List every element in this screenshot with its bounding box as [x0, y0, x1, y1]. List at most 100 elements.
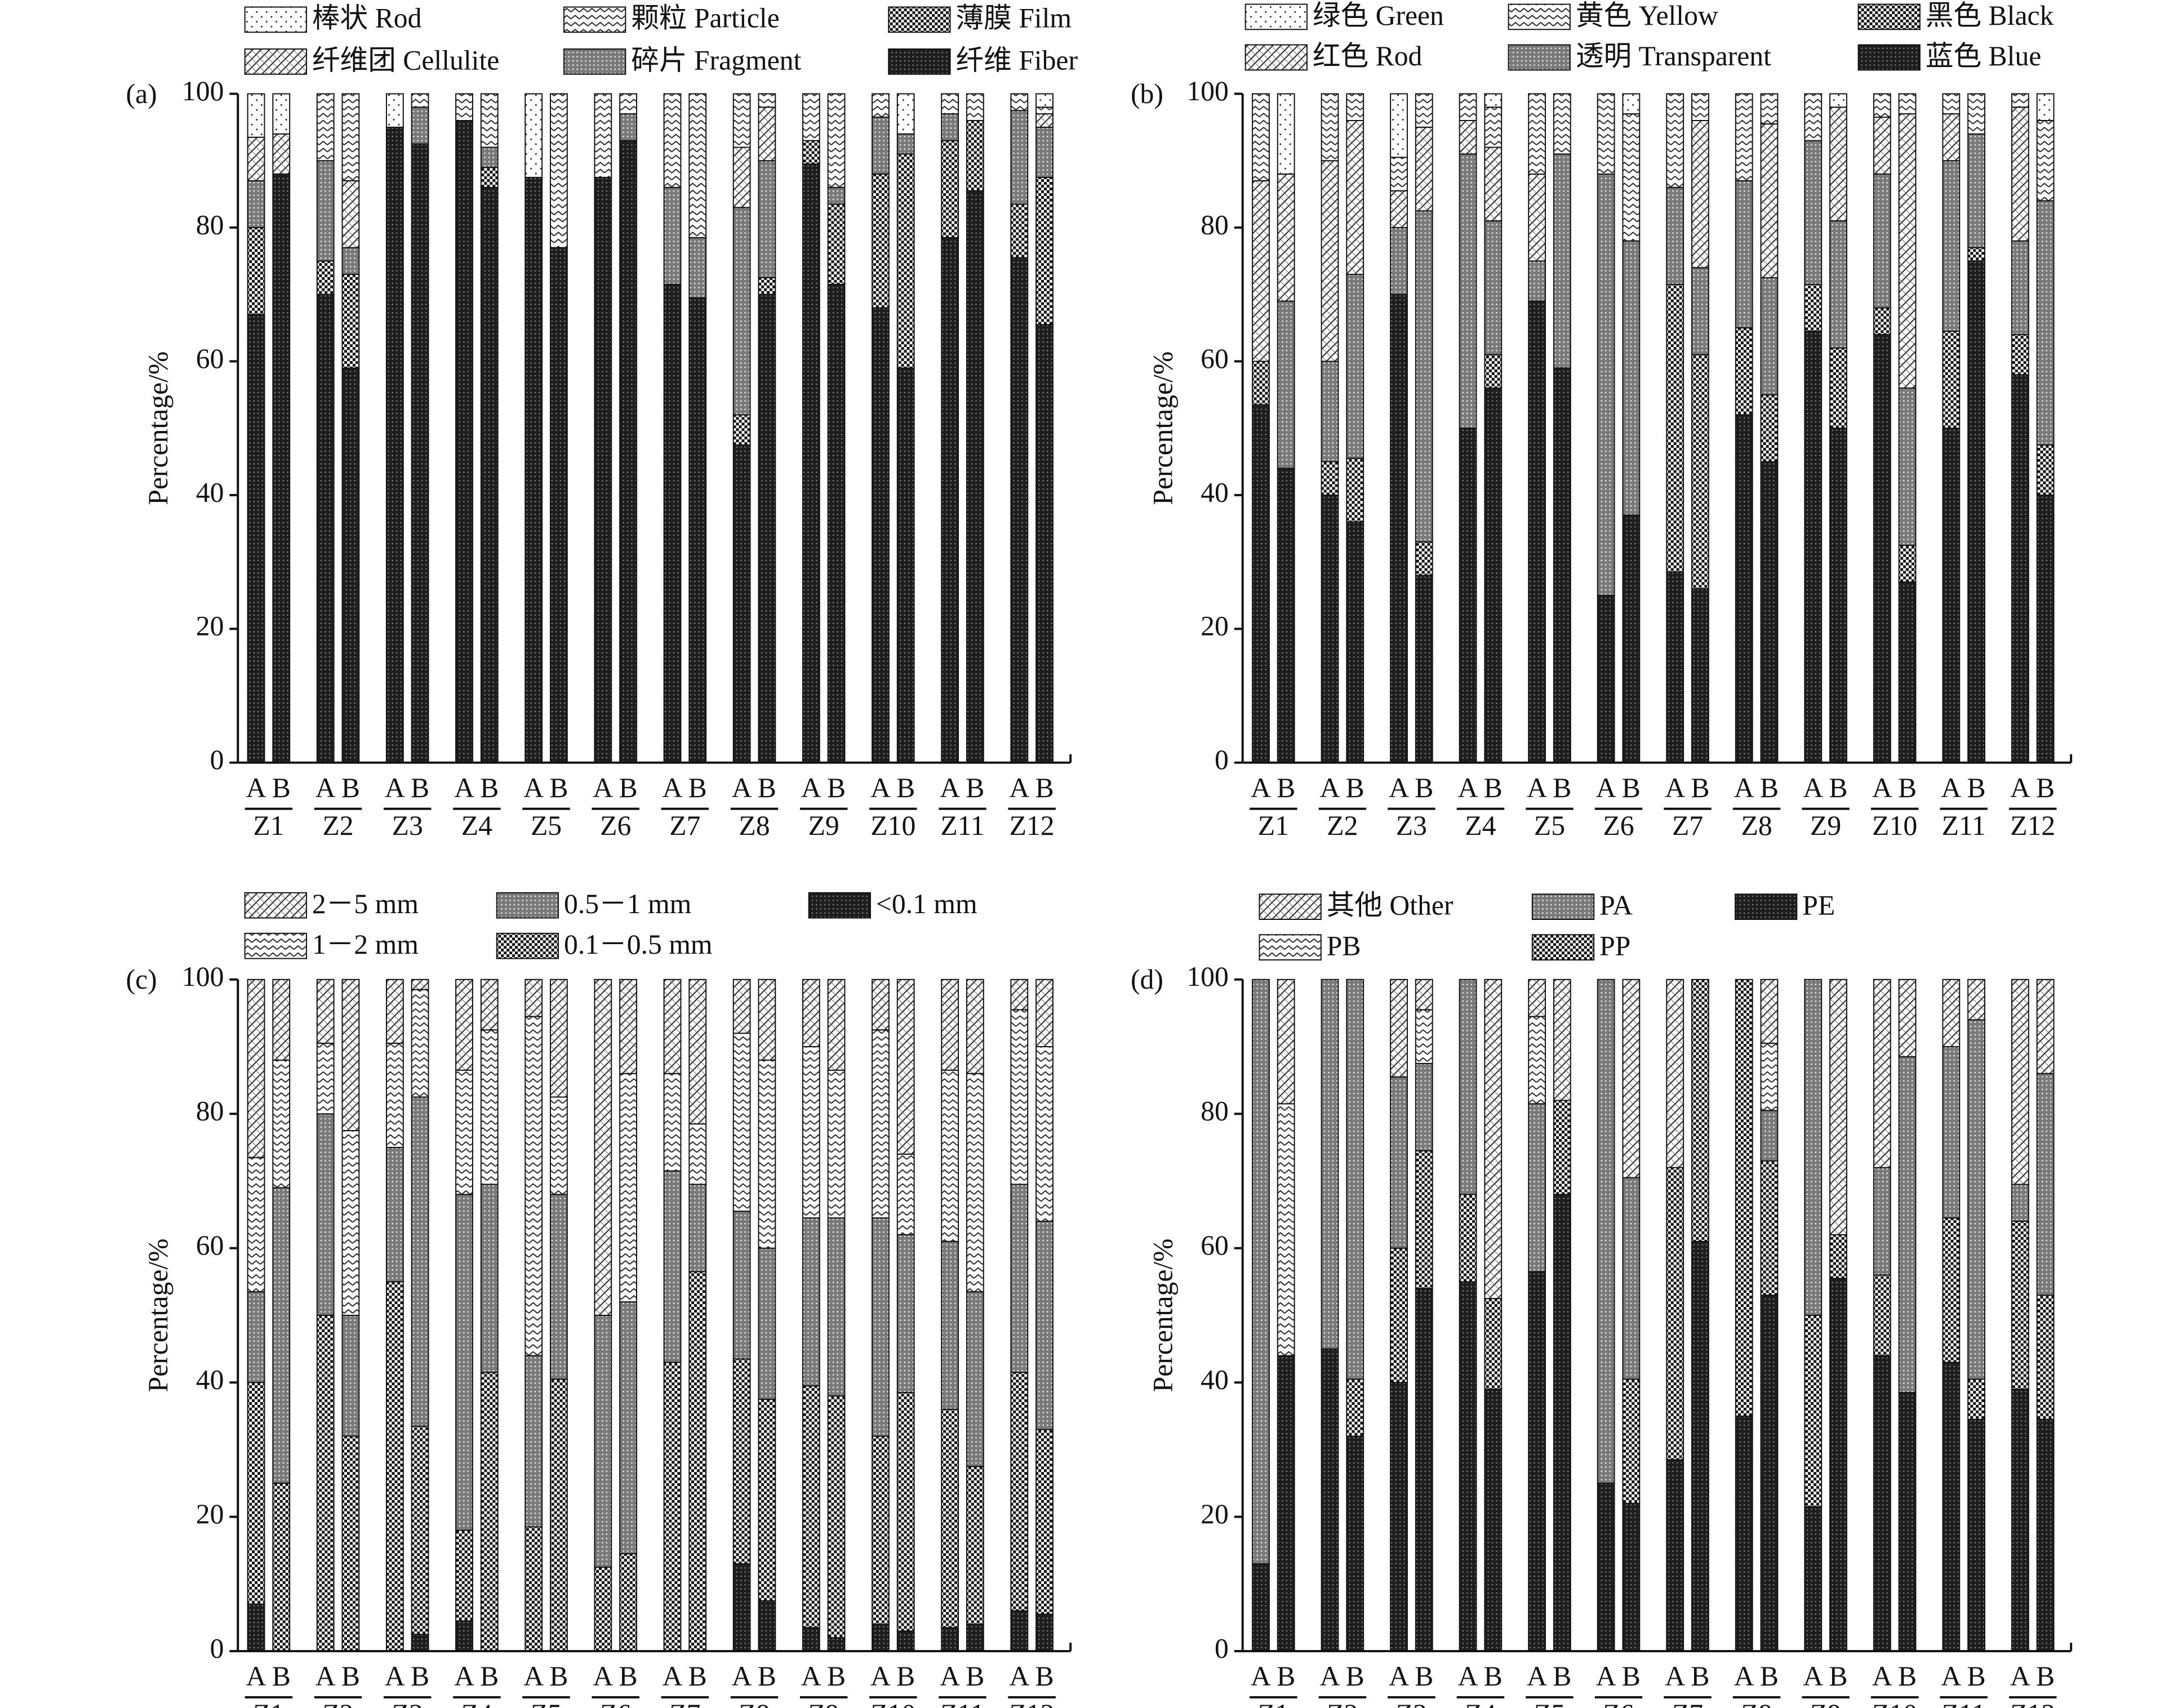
bar-segment — [1804, 140, 1823, 285]
bar-segment — [1804, 1314, 1823, 1507]
y-tick-label: 60 — [1201, 343, 1229, 374]
bar-segment — [872, 1435, 890, 1625]
x-tick-label: A — [1320, 772, 1340, 803]
bar-segment — [1252, 93, 1270, 181]
x-tick-label: A — [1527, 772, 1547, 803]
bar-segment — [1415, 575, 1433, 763]
y-tick-label: 100 — [182, 961, 224, 992]
x-tick-label: A — [523, 1661, 544, 1692]
bar-segment — [480, 1372, 499, 1652]
bar-segment — [663, 1362, 682, 1652]
bar-segment — [341, 180, 360, 248]
x-tick-label: B — [2036, 772, 2055, 803]
bar-segment — [1622, 978, 1641, 1178]
legend-label: 颗粒 Particle — [631, 3, 779, 34]
bar-segment — [1035, 1429, 1054, 1615]
bar-segment — [549, 93, 568, 248]
bar-segment — [1760, 978, 1779, 1044]
y-tick-label: 40 — [1201, 477, 1229, 508]
x-tick-label: A — [1458, 772, 1478, 803]
x-tick-label: A — [1803, 772, 1823, 803]
x-tick-label: A — [454, 1661, 474, 1692]
bar-segment — [1597, 978, 1615, 1484]
bar-segment — [1898, 93, 1917, 115]
legend-swatch — [244, 932, 307, 959]
bar-segment — [732, 444, 751, 763]
bar-segment — [1390, 293, 1408, 763]
bar-segment — [1321, 1348, 1339, 1652]
y-tick-label: 80 — [1201, 1096, 1229, 1127]
bar-segment — [1321, 494, 1339, 763]
y-tick-label: 40 — [196, 477, 224, 508]
bar-segment — [2036, 200, 2055, 446]
x-tick-label: B — [1829, 772, 1847, 803]
bar-segment — [1666, 93, 1684, 188]
bar-segment — [663, 1073, 682, 1172]
bar-segment — [827, 283, 846, 763]
bar-segment — [1390, 1076, 1408, 1249]
bar-segment — [1942, 113, 1961, 162]
y-tick-label: 100 — [1186, 961, 1228, 992]
bar-segment — [2011, 1184, 2029, 1222]
bar-segment — [872, 117, 890, 175]
x-tick-label: B — [1035, 1661, 1054, 1692]
bar-segment — [1415, 1062, 1433, 1151]
bar-segment — [1942, 93, 1961, 115]
bar-segment — [1252, 404, 1270, 763]
bar-segment — [1415, 93, 1433, 128]
bar-segment — [802, 140, 820, 165]
bar-segment — [480, 1184, 499, 1373]
x-tick-label: B — [1484, 772, 1503, 803]
bar-segment — [1829, 1278, 1847, 1652]
y-axis-label: Percentage/% — [1147, 1238, 1178, 1392]
group-label: Z12 — [2010, 810, 2055, 841]
bar-segment — [385, 93, 404, 128]
bar-segment — [732, 146, 751, 208]
legend-label: 黑色 Black — [1926, 0, 2054, 31]
bar-segment — [1010, 1009, 1029, 1185]
bar-segment — [732, 93, 751, 148]
bar-segment — [385, 1043, 404, 1148]
bar-segment — [827, 1395, 846, 1639]
group-label: Z1 — [253, 1698, 284, 1708]
bar-segment — [1415, 210, 1433, 542]
group-label: Z11 — [940, 1698, 984, 1708]
bar-segment — [247, 1382, 265, 1605]
bar-segment — [1035, 324, 1054, 763]
y-tick-label: 40 — [1201, 1364, 1229, 1395]
bar-segment — [1553, 93, 1571, 155]
bar-segment — [896, 367, 915, 763]
legend-swatch — [888, 48, 951, 75]
x-tick-label: A — [523, 772, 544, 803]
bar-segment — [1528, 1271, 1546, 1652]
x-tick-label: B — [1277, 1661, 1295, 1692]
bar-segment — [619, 113, 637, 141]
bar-segment — [941, 237, 959, 763]
bar-segment — [1967, 133, 1985, 248]
bar-segment — [1528, 1016, 1546, 1105]
bar-segment — [619, 1073, 637, 1303]
x-tick-label: B — [827, 1661, 846, 1692]
bar-segment — [2011, 374, 2029, 763]
group-label: Z5 — [531, 1698, 562, 1708]
bar-segment — [2011, 93, 2029, 108]
bar-segment — [1691, 93, 1709, 121]
bar-segment — [1666, 283, 1684, 573]
bar-segment — [1898, 581, 1917, 763]
bar-segment — [341, 1130, 360, 1316]
bar-segment — [941, 140, 959, 238]
x-tick-label: A — [1009, 1661, 1029, 1692]
legend-label: 棒状 Rod — [312, 3, 422, 34]
bar-segment — [1346, 978, 1364, 1380]
bar-segment — [455, 120, 473, 763]
bar-segment — [1873, 978, 1891, 1168]
x-tick-label: B — [1622, 1661, 1641, 1692]
x-tick-label: B — [549, 772, 568, 803]
x-tick-label: A — [2010, 1661, 2030, 1692]
group-label: Z1 — [1258, 810, 1289, 841]
bar-segment — [966, 1624, 984, 1652]
group-label: Z7 — [669, 1698, 700, 1708]
bar-segment — [1942, 978, 1961, 1048]
bar-segment — [802, 1046, 820, 1219]
bar-segment — [1415, 1009, 1433, 1064]
